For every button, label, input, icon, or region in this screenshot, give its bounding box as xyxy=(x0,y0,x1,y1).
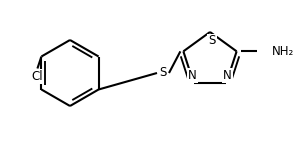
Text: Cl: Cl xyxy=(32,70,43,83)
Text: N: N xyxy=(223,69,232,82)
Text: N: N xyxy=(188,69,197,82)
Text: S: S xyxy=(208,34,216,47)
Text: NH₂: NH₂ xyxy=(272,45,294,58)
Text: S: S xyxy=(159,66,167,80)
